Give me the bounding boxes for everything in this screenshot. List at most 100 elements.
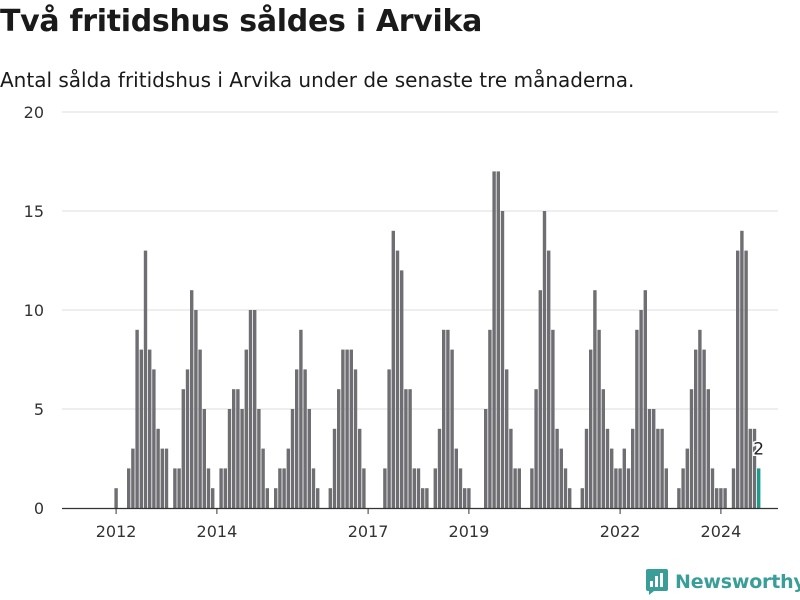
bar [710,468,715,508]
bar [593,290,597,508]
bar [530,468,534,508]
bar [433,468,437,508]
bar [383,468,387,508]
bar [568,488,572,508]
bar [492,171,496,508]
bar [467,488,471,508]
bar [643,290,647,508]
bar [387,369,391,508]
x-tick-label: 2014 [197,522,238,541]
bar [227,409,232,508]
bar [446,329,450,508]
bar [559,448,563,508]
bar [748,428,752,508]
bar [131,448,135,508]
bar [244,349,248,508]
bar [190,290,194,508]
bar-chart: 0 5 10 15 20 2012 2014 2017 2019 2022 2024 2 [24,103,778,541]
brand-logo: Newsworthy [644,568,800,596]
bar [345,349,349,508]
bar [274,488,278,508]
bar [547,250,551,508]
bar [349,349,353,508]
x-tick-label: 2024 [701,522,742,541]
bar [206,468,211,508]
bar [496,171,500,508]
bar [135,329,139,508]
bar [185,369,190,508]
bar [534,389,538,508]
bar [677,488,681,508]
bar [236,389,240,508]
bar [177,468,181,508]
bar [265,488,269,508]
bar [240,409,244,508]
bar [160,448,164,508]
bar [152,369,156,508]
bar [542,211,547,508]
bar [584,428,589,508]
bar-highlight [757,468,761,508]
bar [723,488,727,508]
bar [261,448,265,508]
y-tick-label: 5 [34,400,44,419]
bar [601,389,605,508]
bar [555,428,559,508]
bar [391,230,395,509]
bar [156,428,160,508]
bar [127,468,131,508]
bar [139,349,143,508]
bar [589,349,593,508]
bar [307,409,311,508]
bar [442,329,446,508]
bar [509,428,513,508]
bar [647,409,652,508]
bar [219,468,223,508]
bar [416,468,421,508]
chart-title: Två fritidshus såldes i Arvika [0,4,483,39]
bar [143,250,148,508]
bar [211,488,215,508]
newsworthy-logo-icon [646,569,668,595]
bar [597,329,601,508]
bar [698,329,702,508]
bar [400,270,404,508]
bar [635,329,639,508]
y-tick-label: 10 [24,301,44,320]
bar [660,428,664,508]
bar [295,369,299,508]
bar [719,488,723,508]
bar [702,349,706,508]
x-tick-label: 2017 [348,522,389,541]
bar [618,468,622,508]
bar [164,448,169,508]
bar [715,488,719,508]
bar [353,369,358,508]
bar [463,488,467,508]
bar [580,488,584,508]
bar [752,428,757,508]
bar [286,448,290,508]
bar [253,310,257,508]
bar [362,468,366,508]
bar [744,250,748,508]
bar [563,468,568,508]
bar [626,468,631,508]
bar [736,250,740,508]
bar [337,389,341,508]
bar [484,409,488,508]
bar [652,409,656,508]
bar [299,329,303,508]
bar [358,428,362,508]
bar [114,488,118,508]
bar [173,468,177,508]
bar [248,310,253,508]
bar [316,488,320,508]
bar [681,468,685,508]
bar [421,488,425,508]
y-tick-label: 15 [24,202,44,221]
bar [223,468,227,508]
x-tick-label: 2012 [96,522,137,541]
bar [639,310,643,508]
bar [740,230,744,509]
